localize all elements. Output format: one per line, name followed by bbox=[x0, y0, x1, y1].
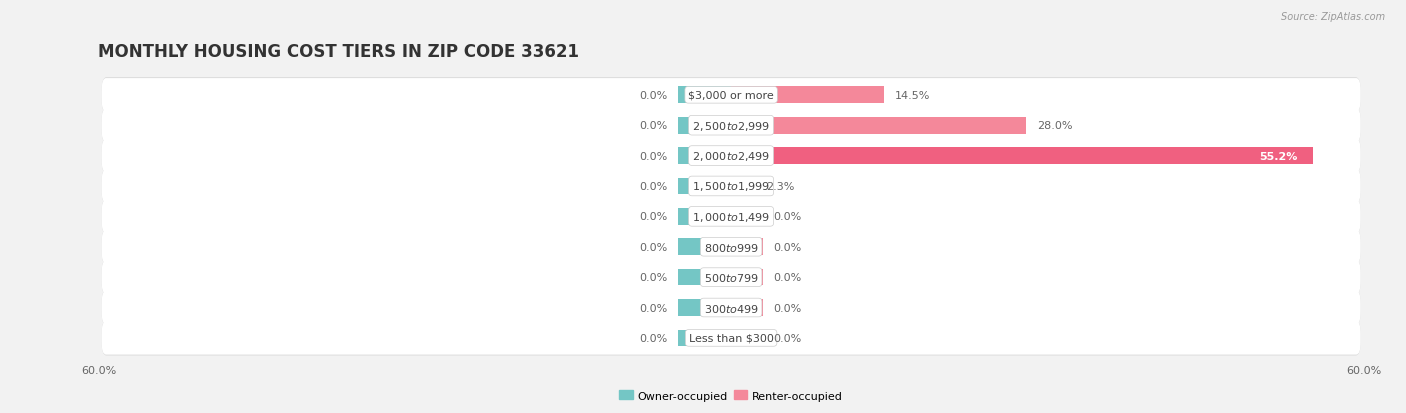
Text: 14.5%: 14.5% bbox=[894, 90, 929, 100]
Bar bbox=[678, 87, 731, 104]
Text: 0.0%: 0.0% bbox=[640, 151, 668, 161]
Bar bbox=[678, 299, 731, 316]
Bar bbox=[678, 209, 731, 225]
Bar bbox=[731, 118, 1026, 134]
Text: MONTHLY HOUSING COST TIERS IN ZIP CODE 33621: MONTHLY HOUSING COST TIERS IN ZIP CODE 3… bbox=[98, 43, 579, 61]
FancyBboxPatch shape bbox=[101, 290, 1361, 325]
Text: 0.0%: 0.0% bbox=[773, 212, 801, 222]
FancyBboxPatch shape bbox=[101, 108, 1361, 143]
Text: 55.2%: 55.2% bbox=[1258, 151, 1298, 161]
FancyBboxPatch shape bbox=[101, 230, 1361, 264]
Text: $1,500 to $1,999: $1,500 to $1,999 bbox=[692, 180, 770, 193]
Text: $300 to $499: $300 to $499 bbox=[703, 302, 759, 314]
Text: 0.0%: 0.0% bbox=[773, 303, 801, 313]
FancyBboxPatch shape bbox=[101, 230, 1361, 265]
FancyBboxPatch shape bbox=[101, 260, 1361, 295]
FancyBboxPatch shape bbox=[101, 200, 1361, 233]
FancyBboxPatch shape bbox=[101, 109, 1361, 142]
Text: 0.0%: 0.0% bbox=[640, 242, 668, 252]
Text: 0.0%: 0.0% bbox=[773, 273, 801, 282]
Bar bbox=[731, 178, 755, 195]
Text: 0.0%: 0.0% bbox=[773, 333, 801, 343]
Bar bbox=[731, 269, 762, 286]
Text: 2.3%: 2.3% bbox=[766, 182, 794, 192]
Bar bbox=[731, 148, 1313, 164]
Text: $3,000 or more: $3,000 or more bbox=[689, 90, 773, 100]
Text: $800 to $999: $800 to $999 bbox=[703, 241, 759, 253]
FancyBboxPatch shape bbox=[101, 78, 1361, 113]
Text: 0.0%: 0.0% bbox=[640, 273, 668, 282]
Legend: Owner-occupied, Renter-occupied: Owner-occupied, Renter-occupied bbox=[614, 386, 848, 405]
Bar bbox=[678, 148, 731, 164]
Bar bbox=[678, 269, 731, 286]
Text: 0.0%: 0.0% bbox=[773, 242, 801, 252]
Text: $2,000 to $2,499: $2,000 to $2,499 bbox=[692, 150, 770, 163]
Text: $500 to $799: $500 to $799 bbox=[703, 271, 759, 283]
Bar bbox=[678, 239, 731, 256]
Text: 0.0%: 0.0% bbox=[640, 121, 668, 131]
Bar bbox=[731, 299, 762, 316]
Bar bbox=[678, 178, 731, 195]
Text: 0.0%: 0.0% bbox=[640, 212, 668, 222]
Text: $1,000 to $1,499: $1,000 to $1,499 bbox=[692, 210, 770, 223]
FancyBboxPatch shape bbox=[101, 139, 1361, 174]
Text: 0.0%: 0.0% bbox=[640, 303, 668, 313]
Text: 0.0%: 0.0% bbox=[640, 182, 668, 192]
FancyBboxPatch shape bbox=[101, 140, 1361, 173]
Text: 0.0%: 0.0% bbox=[640, 333, 668, 343]
Text: 0.0%: 0.0% bbox=[640, 90, 668, 100]
FancyBboxPatch shape bbox=[101, 291, 1361, 325]
FancyBboxPatch shape bbox=[101, 169, 1361, 204]
FancyBboxPatch shape bbox=[101, 321, 1361, 355]
Bar bbox=[678, 118, 731, 134]
Bar bbox=[731, 87, 884, 104]
FancyBboxPatch shape bbox=[101, 79, 1361, 112]
Bar bbox=[678, 330, 731, 347]
Bar bbox=[731, 209, 762, 225]
Text: 28.0%: 28.0% bbox=[1036, 121, 1073, 131]
FancyBboxPatch shape bbox=[101, 170, 1361, 203]
FancyBboxPatch shape bbox=[101, 199, 1361, 234]
FancyBboxPatch shape bbox=[101, 261, 1361, 294]
FancyBboxPatch shape bbox=[101, 320, 1361, 356]
Bar bbox=[731, 330, 762, 347]
Text: $2,500 to $2,999: $2,500 to $2,999 bbox=[692, 119, 770, 132]
Text: Source: ZipAtlas.com: Source: ZipAtlas.com bbox=[1281, 12, 1385, 22]
Bar bbox=[731, 239, 762, 256]
Text: Less than $300: Less than $300 bbox=[689, 333, 773, 343]
